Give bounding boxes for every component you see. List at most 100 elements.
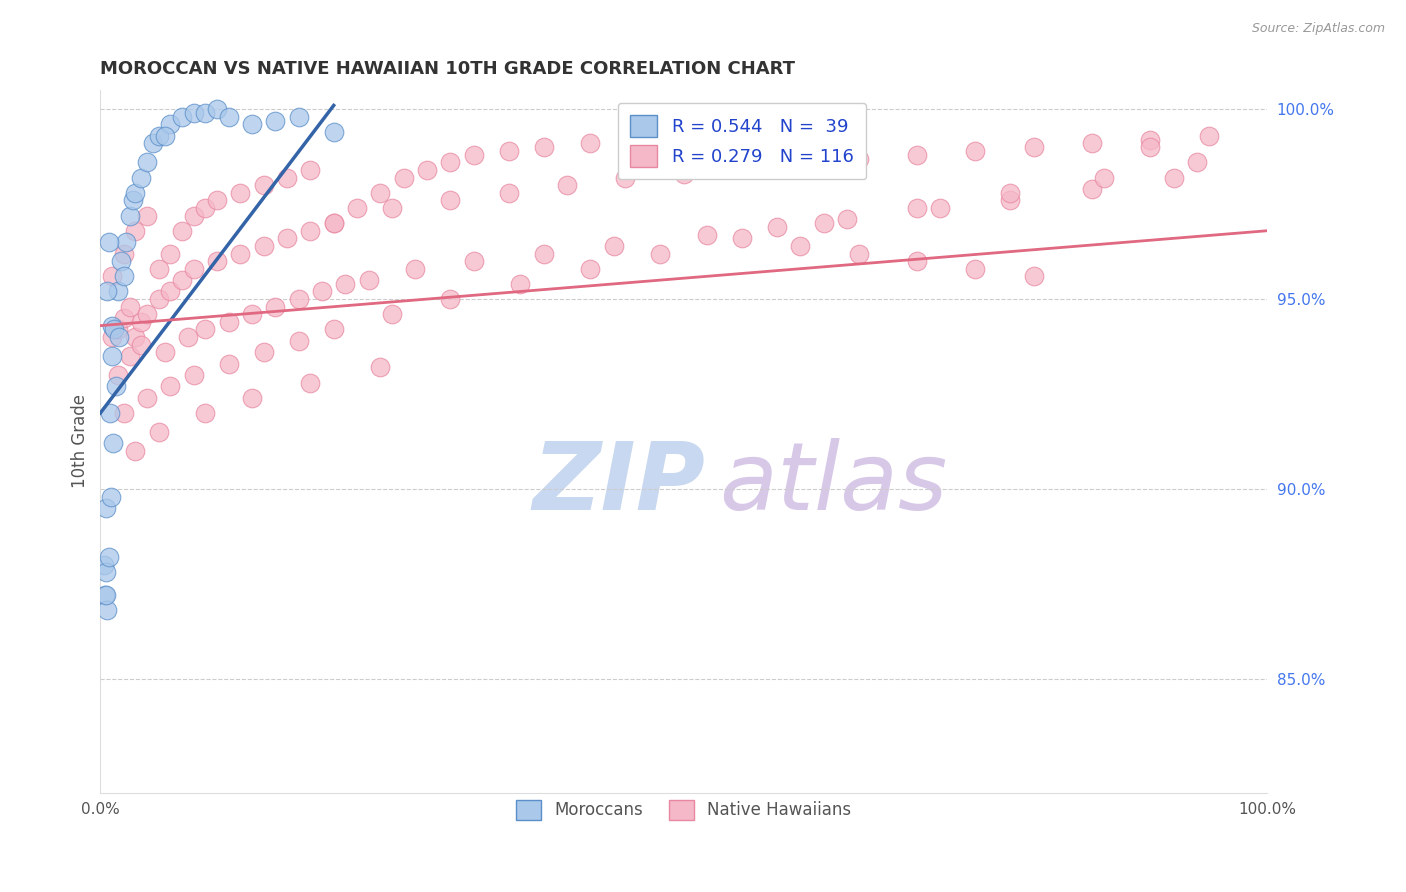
Point (929, 201, 952, 215)
Point (96, 500, 118, 515)
Point (229, 246, 252, 260)
Point (322, 125, 344, 139)
Point (101, 318, 124, 333)
Point (370, 186, 392, 200)
Point (672, 167, 695, 181)
Point (381, 201, 404, 215)
Point (100, 490, 122, 504)
Point (555, 178, 578, 193)
Point (322, 216, 344, 230)
Point (672, 128, 695, 143)
Point (112, 269, 135, 284)
Point (115, 235, 138, 249)
Point (136, 307, 159, 321)
Point (264, 113, 287, 128)
Point (229, 186, 252, 200)
Point (124, 186, 146, 200)
Point (579, 136, 602, 151)
Point (1092, 170, 1115, 185)
Point (1081, 182, 1104, 196)
Point (404, 261, 426, 276)
Point (439, 292, 461, 306)
Point (97, 235, 120, 249)
Point (439, 155, 461, 169)
Point (136, 391, 159, 405)
Point (392, 170, 415, 185)
Point (129, 170, 152, 185)
Point (96, 588, 118, 602)
Point (533, 140, 555, 154)
Point (370, 360, 392, 375)
Point (159, 379, 181, 393)
Point (509, 277, 531, 291)
Point (194, 201, 217, 215)
Point (103, 322, 125, 336)
Point (287, 292, 309, 306)
Point (159, 246, 181, 260)
Point (905, 201, 928, 215)
Point (183, 261, 205, 276)
Point (905, 148, 928, 162)
Point (287, 334, 309, 348)
Point (194, 106, 217, 120)
Point (103, 436, 125, 450)
Point (276, 170, 298, 185)
Point (170, 224, 193, 238)
Point (299, 224, 322, 238)
Point (1185, 155, 1208, 169)
Point (148, 128, 170, 143)
Point (579, 261, 602, 276)
Point (194, 322, 217, 336)
Point (813, 216, 835, 230)
Point (498, 186, 520, 200)
Point (122, 194, 145, 208)
Point (124, 224, 146, 238)
Point (731, 159, 754, 173)
Point (98, 406, 121, 420)
Point (153, 345, 176, 359)
Point (148, 425, 170, 439)
Point (124, 330, 146, 344)
Point (194, 406, 217, 420)
Point (322, 322, 344, 336)
Point (94, 588, 117, 602)
Point (129, 337, 152, 351)
Point (129, 315, 152, 329)
Point (96, 603, 118, 617)
Point (357, 273, 380, 287)
Point (136, 209, 159, 223)
Point (965, 261, 987, 276)
Point (136, 155, 159, 169)
Y-axis label: 10th Grade: 10th Grade (72, 394, 89, 489)
Point (1198, 128, 1220, 143)
Text: ZIP: ZIP (531, 438, 704, 530)
Point (118, 209, 141, 223)
Point (148, 292, 170, 306)
Point (299, 376, 322, 390)
Point (1022, 269, 1045, 284)
Point (253, 345, 276, 359)
Point (253, 239, 276, 253)
Point (1081, 136, 1104, 151)
Point (614, 170, 637, 185)
Point (626, 133, 648, 147)
Point (93, 558, 115, 572)
Point (1022, 140, 1045, 154)
Point (416, 163, 439, 178)
Point (108, 330, 131, 344)
Point (322, 216, 344, 230)
Point (148, 261, 170, 276)
Point (240, 118, 263, 132)
Point (381, 307, 404, 321)
Point (205, 102, 228, 116)
Point (965, 144, 987, 158)
Point (335, 277, 357, 291)
Point (240, 307, 263, 321)
Point (346, 201, 368, 215)
Point (498, 144, 520, 158)
Point (107, 368, 129, 382)
Point (97, 550, 120, 565)
Point (835, 212, 858, 227)
Point (112, 406, 135, 420)
Point (766, 219, 789, 234)
